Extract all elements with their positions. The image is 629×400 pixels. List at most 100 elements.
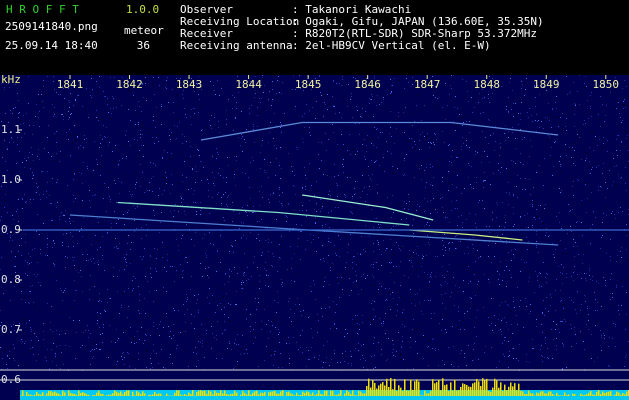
noise-dot — [539, 287, 540, 288]
noise-dot — [351, 290, 352, 291]
noise-dot — [294, 313, 295, 314]
noise-dot — [374, 337, 375, 338]
noise-dot — [501, 302, 502, 303]
noise-dot — [145, 265, 146, 266]
signal-bar — [516, 390, 518, 396]
noise-dot — [312, 107, 313, 108]
noise-dot — [362, 175, 363, 176]
signal-bar — [68, 390, 70, 396]
noise-dot — [426, 138, 427, 139]
signal-bar — [324, 390, 326, 396]
noise-dot — [200, 342, 201, 343]
noise-dot — [56, 131, 57, 132]
noise-dot — [253, 262, 254, 263]
noise-dot — [522, 139, 523, 140]
noise-dot — [611, 213, 612, 214]
noise-dot — [185, 159, 186, 160]
noise-dot — [376, 293, 377, 294]
noise-dot — [70, 223, 71, 224]
noise-dot — [323, 286, 324, 287]
noise-dot — [313, 239, 314, 240]
noise-dot — [468, 266, 469, 267]
noise-dot — [69, 317, 70, 318]
noise-dot — [304, 127, 305, 128]
noise-dot — [336, 304, 337, 305]
noise-dot — [76, 290, 77, 291]
noise-dot — [616, 101, 617, 102]
noise-dot — [190, 146, 191, 147]
noise-dot — [92, 195, 93, 196]
noise-dot — [77, 136, 78, 137]
noise-dot — [144, 298, 145, 299]
noise-dot — [163, 177, 164, 178]
noise-dot — [187, 252, 188, 253]
noise-dot — [193, 202, 194, 203]
noise-dot — [242, 335, 243, 336]
noise-dot — [302, 187, 303, 188]
noise-dot — [391, 91, 392, 92]
noise-dot — [28, 302, 29, 303]
noise-dot — [7, 368, 8, 369]
noise-dot — [100, 334, 101, 335]
noise-dot — [516, 186, 517, 187]
signal-bar — [542, 391, 544, 396]
noise-dot — [56, 346, 57, 347]
noise-dot — [13, 358, 14, 359]
noise-dot — [286, 216, 287, 217]
noise-dot — [152, 84, 153, 85]
noise-dot — [605, 182, 606, 183]
noise-dot — [240, 82, 241, 83]
noise-dot — [328, 212, 329, 213]
noise-dot — [498, 170, 499, 171]
noise-dot — [355, 76, 356, 77]
noise-dot — [73, 105, 74, 106]
noise-dot — [429, 239, 430, 240]
noise-dot — [219, 168, 220, 169]
noise-dot — [212, 172, 213, 173]
noise-dot — [532, 339, 533, 340]
noise-dot — [39, 310, 40, 311]
noise-dot — [196, 353, 197, 354]
noise-dot — [512, 127, 513, 128]
noise-dot — [153, 326, 154, 327]
noise-dot — [208, 277, 209, 278]
noise-dot — [310, 234, 311, 235]
noise-dot — [45, 205, 46, 206]
noise-dot — [52, 247, 53, 248]
noise-dot — [458, 366, 459, 367]
noise-dot — [624, 80, 625, 81]
noise-dot — [56, 330, 57, 331]
noise-dot — [112, 151, 113, 152]
noise-dot — [621, 247, 622, 248]
noise-dot — [22, 208, 23, 209]
noise-dot — [607, 205, 608, 206]
noise-dot — [539, 218, 540, 219]
noise-dot — [109, 142, 110, 143]
noise-dot — [424, 211, 425, 212]
noise-dot — [512, 333, 513, 334]
noise-dot — [616, 285, 617, 286]
noise-dot — [137, 157, 138, 158]
noise-dot — [135, 208, 136, 209]
noise-dot — [280, 178, 281, 179]
signal-bar — [42, 392, 44, 396]
noise-dot — [128, 306, 129, 307]
noise-dot — [294, 175, 295, 176]
noise-dot — [351, 212, 352, 213]
noise-dot — [87, 254, 88, 255]
noise-dot — [186, 257, 187, 258]
noise-dot — [463, 169, 464, 170]
noise-dot — [317, 332, 318, 333]
signal-bar — [380, 383, 382, 396]
noise-dot — [166, 183, 167, 184]
noise-dot — [259, 281, 260, 282]
noise-dot — [130, 194, 131, 195]
signal-bar — [522, 391, 524, 396]
noise-dot — [186, 294, 187, 295]
noise-dot — [532, 200, 533, 201]
noise-dot — [390, 93, 391, 94]
noise-dot — [167, 260, 168, 261]
noise-dot — [295, 106, 296, 107]
noise-dot — [137, 331, 138, 332]
noise-dot — [282, 367, 283, 368]
